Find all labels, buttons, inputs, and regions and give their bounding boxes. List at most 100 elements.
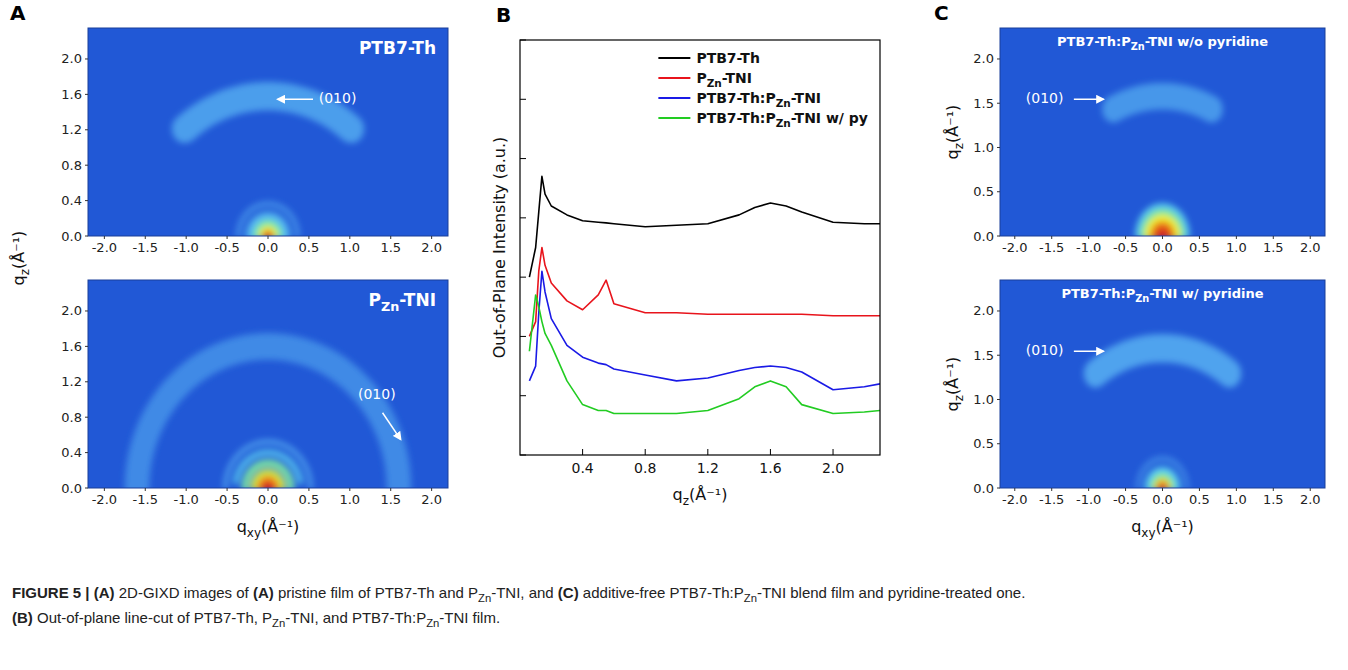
x-tick	[1125, 488, 1126, 491]
y-axis-title: qz(Å⁻¹)	[943, 105, 966, 160]
text-part: -2.0	[1002, 492, 1027, 507]
x-axis-title: qxy(Å⁻¹)	[1131, 517, 1194, 540]
series-line	[529, 271, 880, 390]
text-part: (Å⁻¹)	[261, 517, 299, 536]
text-part: -TNI	[399, 290, 436, 310]
y-tick-label: 1.2	[61, 122, 82, 137]
diffraction-ring	[253, 472, 282, 488]
y-tick-label: 1.6	[61, 339, 82, 354]
y-tick	[85, 94, 88, 95]
text-part: 1.0	[973, 392, 994, 407]
text-part: -0.5	[214, 240, 239, 255]
text-part: PTB7-Th	[696, 50, 760, 66]
y-tick-label: 1.0	[973, 392, 994, 407]
x-tick	[308, 236, 309, 239]
text-part: 0.4	[571, 460, 593, 476]
diffraction-ring	[225, 442, 310, 488]
image-frame	[88, 280, 448, 488]
text-part: q	[237, 517, 247, 536]
peak-arrow	[1074, 351, 1104, 353]
text-part: -1.0	[1076, 240, 1101, 255]
text-part: 0.0	[1152, 492, 1173, 507]
text-part: 1.5	[380, 240, 401, 255]
text-part: PTB7-Th:	[696, 90, 765, 106]
text-part: 0.0	[61, 481, 82, 496]
text-part: 0.0	[973, 481, 994, 496]
text-part: 0.5	[973, 184, 994, 199]
q-space	[1096, 348, 1230, 488]
caption-line: (B) Out-of-plane line-cut of PTB7-Th, PZ…	[12, 607, 1332, 632]
y-tick	[85, 346, 88, 347]
text-part: 0.8	[61, 158, 82, 173]
diffraction-ring	[250, 217, 286, 236]
text-part: 1.6	[61, 339, 82, 354]
text-part: -0.5	[1113, 492, 1138, 507]
y-tick	[85, 381, 88, 382]
x-tick-label: 1.2	[697, 460, 719, 476]
text-part: 1.5	[380, 492, 401, 507]
diffraction-ring	[259, 478, 277, 488]
diffraction-ring	[137, 346, 399, 488]
text-part: 2.0	[61, 303, 82, 318]
x-tick	[145, 236, 146, 239]
y-tick-label: 0.4	[61, 193, 82, 208]
text-part: 1.5	[973, 348, 994, 363]
text-part: (010)	[1026, 90, 1064, 106]
text-part: 0.0	[258, 240, 279, 255]
x-tick	[1014, 236, 1015, 239]
diffraction-ring	[1157, 481, 1169, 488]
y-tick-label: 1.2	[61, 374, 82, 389]
x-tick	[1273, 236, 1274, 239]
y-tick	[520, 99, 526, 100]
x-tick-label: 1.5	[1263, 240, 1284, 255]
x-tick-label: -0.5	[1113, 240, 1138, 255]
legend-swatch	[658, 117, 690, 119]
text-part: 0.0	[61, 229, 82, 244]
y-tick-label: 0.4	[61, 445, 82, 460]
text-part: 2.0	[421, 240, 442, 255]
y-tick	[997, 399, 1000, 400]
y-tick-label: 0.0	[61, 229, 82, 244]
x-tick-label: 0.5	[1189, 240, 1210, 255]
subscript: Zn	[478, 592, 491, 604]
x-tick	[227, 236, 228, 239]
y-tick-label: 0.5	[973, 436, 994, 451]
x-tick-label: -1.5	[133, 240, 158, 255]
text-part: 2.0	[421, 492, 442, 507]
text-part: P	[1126, 286, 1136, 301]
caption-bold: (A)	[94, 584, 115, 601]
x-tick	[1162, 236, 1163, 239]
text-part: P	[696, 70, 706, 86]
text-part: -2.0	[92, 492, 117, 507]
peak-label: (010)	[358, 386, 396, 402]
y-tick-label: 2.0	[973, 51, 994, 66]
x-tick-label: 1.5	[1263, 492, 1284, 507]
q-space	[185, 96, 351, 236]
x-tick	[268, 236, 269, 239]
text-part: (Å⁻¹)	[1156, 517, 1194, 536]
peak-label: (010)	[1026, 342, 1064, 358]
text-part: (010)	[358, 386, 396, 402]
legend: PTB7-ThPZn-TNIPTB7-Th:PZn-TNIPTB7-Th:PZn…	[658, 50, 868, 129]
text-part: 1.6	[61, 87, 82, 102]
text-part: q	[1131, 517, 1141, 536]
peak-label: (010)	[319, 90, 357, 106]
text-part: xy	[247, 526, 261, 540]
series-line	[529, 295, 880, 414]
diffraction-ring	[239, 204, 298, 236]
diffraction-ring	[1148, 218, 1178, 236]
x-tick	[645, 449, 646, 455]
y-axis-title: qz(Å⁻¹)	[9, 231, 32, 286]
text-part: (Å⁻¹)	[9, 231, 28, 269]
x-tick	[186, 488, 187, 491]
legend-swatch	[658, 77, 690, 79]
x-tick-label: 1.0	[1226, 240, 1247, 255]
legend-swatch	[658, 57, 690, 59]
x-tick-label: -0.5	[214, 492, 239, 507]
x-tick-label: 0.5	[299, 492, 320, 507]
text-part: 0.5	[973, 436, 994, 451]
panel-letter: A	[10, 1, 26, 25]
x-tick-label: 2.0	[1300, 240, 1321, 255]
text-part: -TNI	[722, 70, 752, 86]
diffraction-ring	[257, 224, 280, 236]
